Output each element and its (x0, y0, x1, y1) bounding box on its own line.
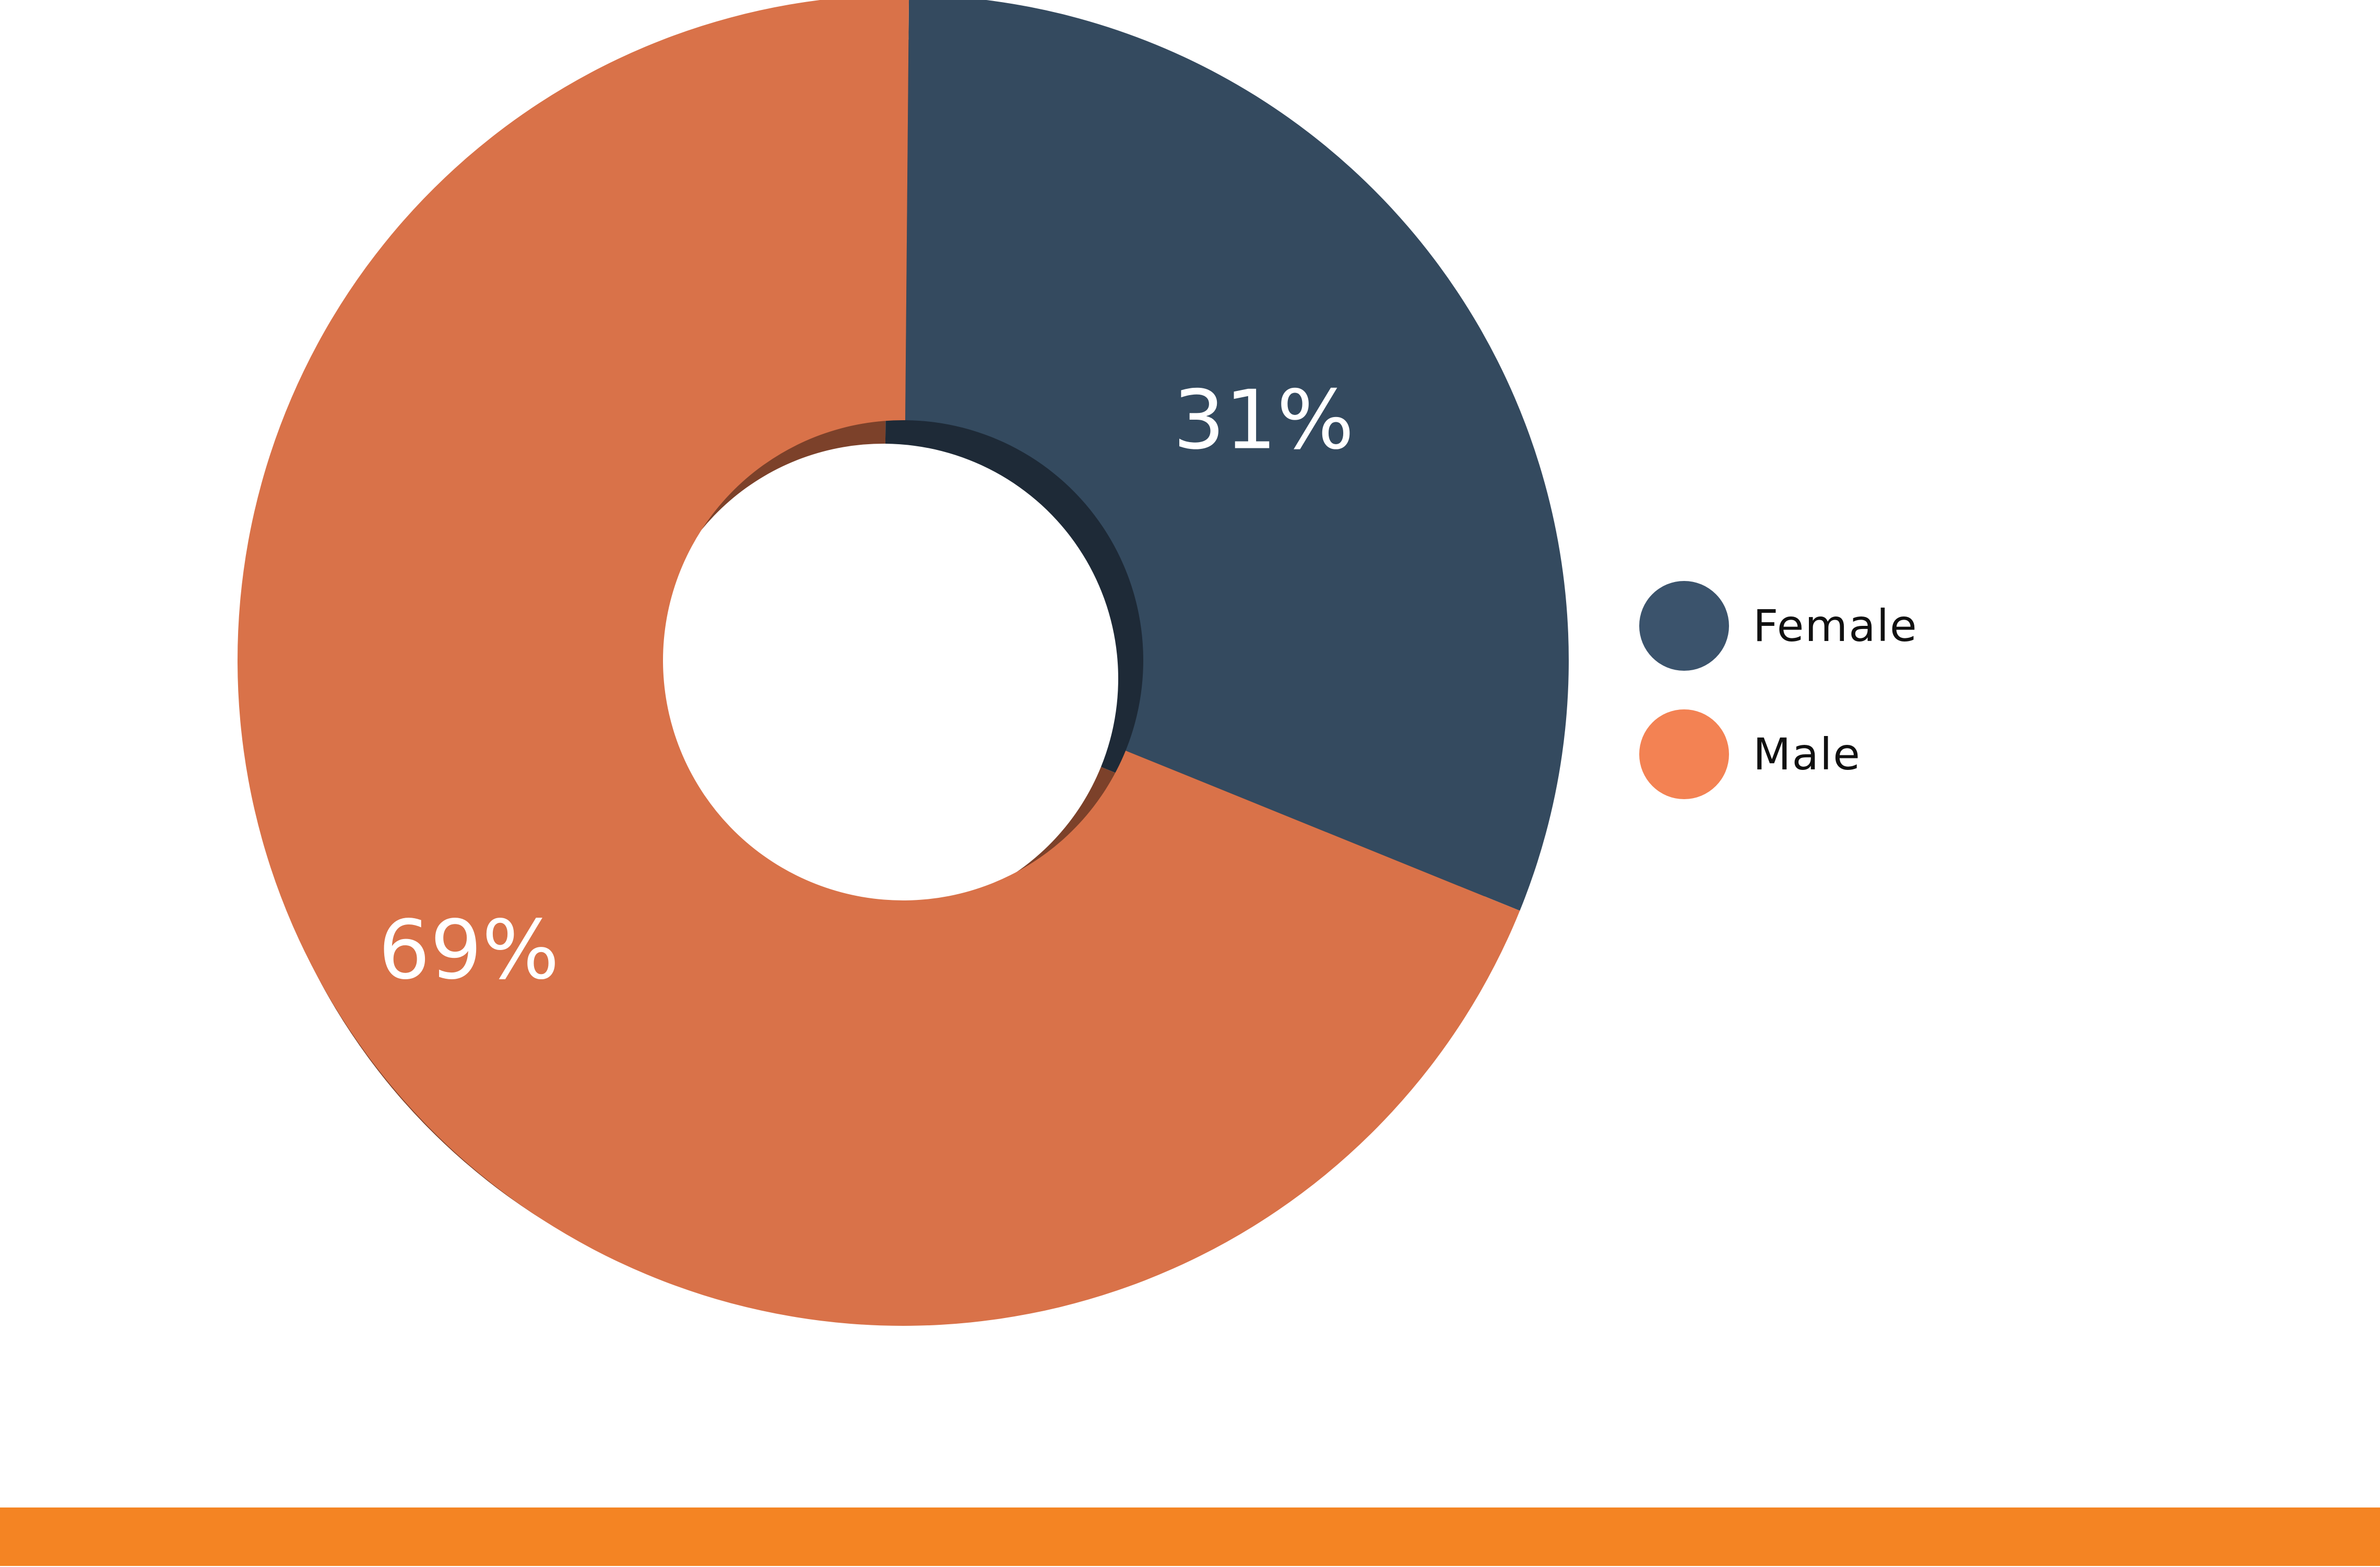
legend-swatch-male (1639, 709, 1729, 799)
slice-female (905, 0, 1569, 911)
legend: Female Male (1639, 581, 1918, 838)
data-label-male: 69% (378, 903, 560, 998)
legend-label-male: Male (1753, 729, 1861, 780)
slice-male (238, 0, 1520, 1326)
data-labels-layer: 31% 69% (378, 372, 1354, 997)
data-label-female: 31% (1173, 372, 1354, 467)
legend-item-male: Male (1639, 709, 1918, 799)
legend-label-female: Female (1753, 600, 1918, 651)
footer-bar (0, 1507, 2380, 1566)
legend-item-female: Female (1639, 581, 1918, 671)
slices-layer (238, 0, 1569, 1326)
legend-swatch-female (1639, 581, 1729, 671)
